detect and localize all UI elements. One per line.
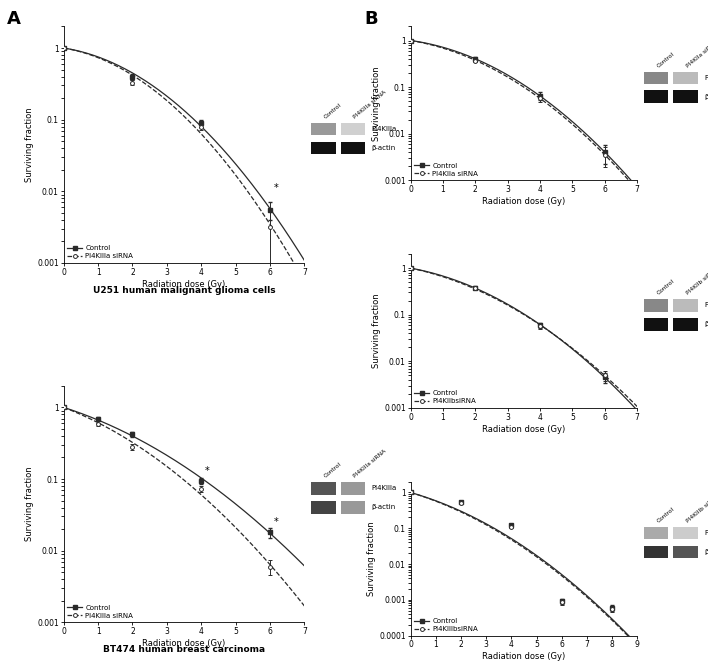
Bar — [673, 299, 697, 312]
Text: B: B — [365, 10, 378, 28]
Text: Control: Control — [656, 506, 675, 524]
Text: β-actin: β-actin — [372, 504, 396, 510]
Text: β-actin: β-actin — [704, 549, 708, 555]
Y-axis label: Surviving fraction: Surviving fraction — [372, 294, 381, 368]
Text: PI4KIIIa siRNA: PI4KIIIa siRNA — [353, 449, 387, 479]
Text: PI4KIIa siRNA: PI4KIIa siRNA — [685, 39, 708, 68]
Bar — [644, 545, 668, 558]
Text: Control: Control — [656, 279, 675, 296]
Text: Control: Control — [324, 461, 343, 479]
Text: β-actin: β-actin — [372, 145, 396, 151]
Bar — [341, 482, 365, 495]
Text: PI4KIIIa: PI4KIIIa — [372, 485, 396, 491]
Text: PI4KIIIa siRNA: PI4KIIIa siRNA — [353, 89, 387, 120]
Text: PI4KIIa: PI4KIIa — [704, 75, 708, 81]
Bar — [312, 122, 336, 135]
Legend: Control, PI4KIIIbsiRNA: Control, PI4KIIIbsiRNA — [414, 618, 478, 632]
Text: PI4KIIIa: PI4KIIIa — [372, 126, 396, 132]
Y-axis label: Surviving fraction: Surviving fraction — [25, 107, 34, 182]
Bar — [644, 71, 668, 84]
Bar — [673, 318, 697, 330]
Text: *: * — [273, 517, 278, 527]
X-axis label: Radiation dose (Gy): Radiation dose (Gy) — [482, 197, 566, 206]
Bar — [341, 122, 365, 135]
Legend: Control, PI4KIIIa siRNA: Control, PI4KIIIa siRNA — [67, 604, 133, 619]
Y-axis label: Surviving fraction: Surviving fraction — [25, 467, 34, 542]
Bar — [312, 142, 336, 154]
Bar — [673, 71, 697, 84]
Bar — [312, 482, 336, 495]
Bar — [644, 299, 668, 312]
Bar — [673, 545, 697, 558]
Text: *: * — [205, 466, 210, 476]
Y-axis label: Surviving fraction: Surviving fraction — [367, 521, 377, 596]
Legend: Control, PI4KIIa siRNA: Control, PI4KIIa siRNA — [414, 163, 478, 177]
Bar — [341, 501, 365, 514]
Bar — [644, 91, 668, 103]
Text: BT474 human breast carcinoma: BT474 human breast carcinoma — [103, 645, 265, 655]
Text: PI4KIIIb siRNA: PI4KIIIb siRNA — [685, 493, 708, 524]
X-axis label: Radiation dose (Gy): Radiation dose (Gy) — [482, 424, 566, 434]
Text: β-actin: β-actin — [704, 321, 708, 327]
X-axis label: Radiation dose (Gy): Radiation dose (Gy) — [142, 279, 226, 289]
Text: Control: Control — [324, 102, 343, 120]
Y-axis label: Surviving fraction: Surviving fraction — [372, 66, 381, 141]
X-axis label: Radiation dose (Gy): Radiation dose (Gy) — [482, 652, 566, 661]
Bar — [673, 527, 697, 540]
Text: Control: Control — [656, 51, 675, 68]
Bar — [312, 501, 336, 514]
Text: PI4KIIIb: PI4KIIIb — [704, 530, 708, 536]
X-axis label: Radiation dose (Gy): Radiation dose (Gy) — [142, 639, 226, 648]
Bar — [644, 318, 668, 330]
Text: U251 human malignant glioma cells: U251 human malignant glioma cells — [93, 286, 275, 295]
Legend: Control, PI4KIIIa siRNA: Control, PI4KIIIa siRNA — [67, 246, 133, 260]
Text: A: A — [7, 10, 21, 28]
Text: *: * — [273, 183, 278, 193]
Bar — [673, 91, 697, 103]
Bar — [341, 142, 365, 154]
Text: PI4KIIb siRNA: PI4KIIb siRNA — [685, 267, 708, 296]
Legend: Control, PI4KIIbsiRNA: Control, PI4KIIbsiRNA — [414, 391, 476, 404]
Bar — [644, 527, 668, 540]
Text: PI4KIIb: PI4KIIb — [704, 303, 708, 308]
Text: β-actin: β-actin — [704, 94, 708, 100]
